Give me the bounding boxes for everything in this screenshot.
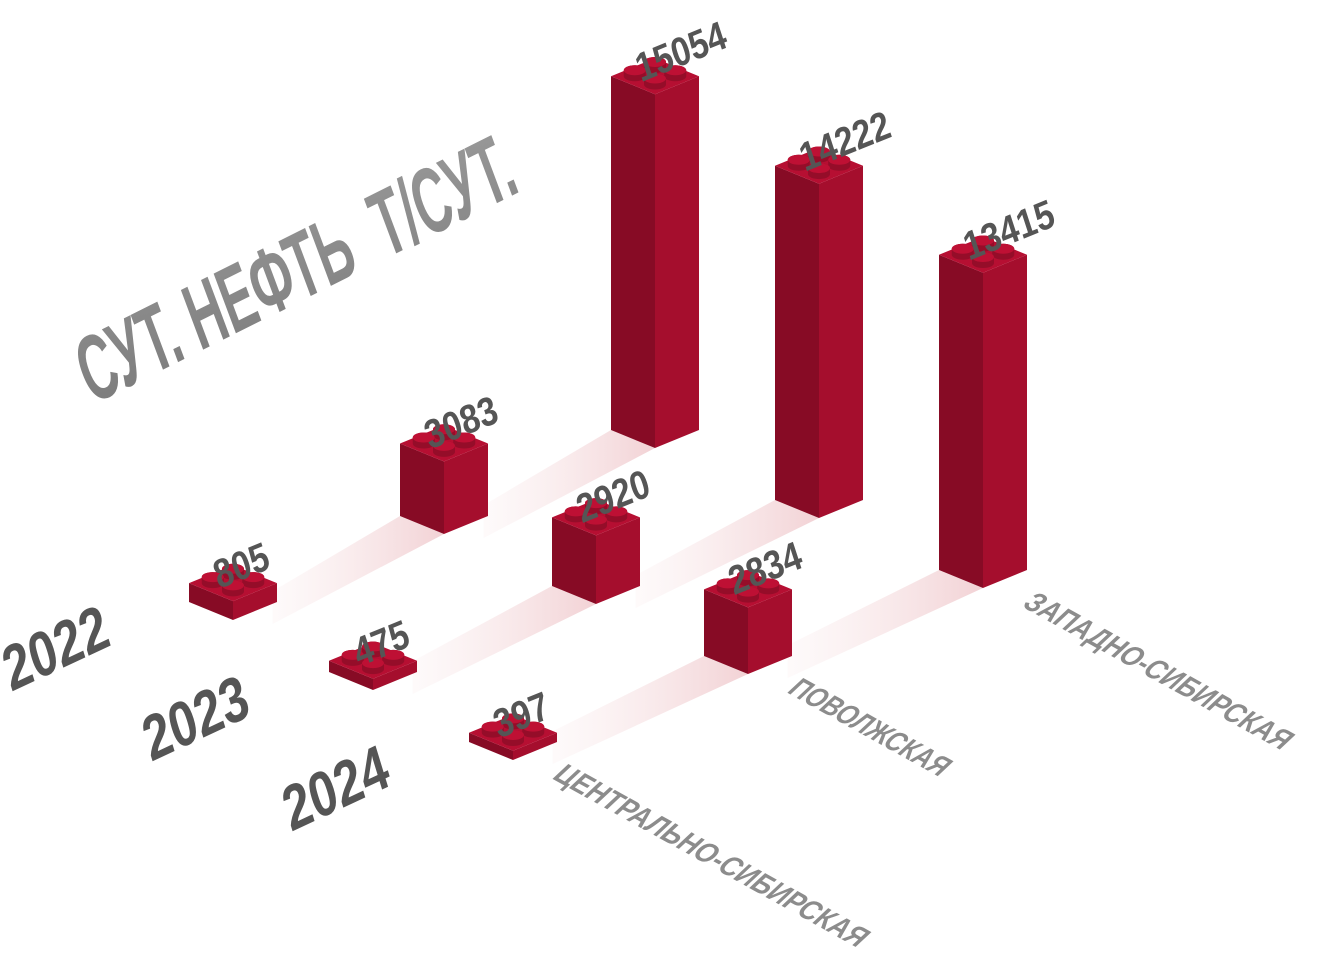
category-label: ЗАПАДНО-СИБИРСКАЯ	[1016, 586, 1302, 755]
year-label: 2023	[135, 662, 257, 776]
brick-stud-top	[564, 506, 587, 517]
glow-strip	[635, 500, 819, 608]
brick-stud-top	[341, 649, 364, 660]
brick-stud-top	[972, 252, 994, 263]
brick-right-face	[983, 254, 1027, 588]
brick-stud-top	[828, 154, 851, 165]
brick-stud-top	[502, 713, 524, 724]
brick-stud-top	[453, 432, 476, 443]
brick-stud-top	[972, 235, 994, 246]
brick-stud-top	[757, 578, 780, 589]
brick: 2834	[704, 533, 808, 674]
brick-stud-top	[737, 570, 759, 581]
brick-stud-top	[808, 163, 830, 174]
brick: 14222	[775, 103, 896, 519]
brick-stud-top	[585, 498, 607, 509]
brick-stud-top	[481, 721, 504, 732]
brick-left-face	[469, 732, 513, 760]
brick-stud-top	[382, 649, 405, 660]
brick: 3083	[400, 388, 503, 534]
brick-left-face	[939, 254, 983, 588]
glow-strip	[552, 656, 748, 764]
brick-stud-top	[585, 514, 607, 525]
brick-left-face	[329, 660, 373, 690]
brick-left-face	[189, 583, 233, 620]
brick-left-face	[704, 589, 748, 674]
glow-strip	[412, 586, 596, 694]
brick-stud-top	[664, 65, 687, 76]
brick-stud-top	[808, 146, 830, 157]
brick-stud-top	[362, 658, 384, 669]
brick-right-face	[233, 583, 277, 620]
shadow-layer	[272, 430, 983, 764]
brick-stud-top	[222, 580, 244, 591]
brick-stud-top	[242, 572, 265, 583]
brick-stud-top	[222, 563, 244, 574]
brick-right-face	[748, 589, 792, 674]
brick: 13415	[939, 192, 1060, 588]
glow-strip	[272, 516, 444, 624]
brick-stud-top	[433, 440, 455, 451]
brick-left-face	[775, 165, 819, 519]
year-label: 2022	[0, 592, 117, 706]
brick-stud-top	[623, 65, 646, 76]
glow-strip	[787, 570, 983, 678]
brick-right-face	[373, 660, 417, 690]
category-label: ПОВОЛЖСКАЯ	[781, 672, 960, 781]
brick-right-face	[655, 76, 699, 448]
brick-stud-top	[605, 506, 628, 517]
brick-stud-top	[201, 572, 224, 583]
brick-right-face	[819, 165, 863, 519]
brick-stud-top	[716, 578, 739, 589]
brick: 475	[329, 612, 417, 690]
brick: 2920	[552, 462, 655, 604]
brick-right-face	[596, 517, 640, 604]
brick-stud-top	[412, 432, 435, 443]
brick-left-face	[400, 443, 444, 534]
brick-stud-top	[644, 73, 666, 84]
brick-stud-top	[522, 721, 545, 732]
brick-stud-top	[433, 424, 455, 435]
brick: 397	[469, 684, 557, 760]
brick-stud-top	[644, 56, 666, 67]
brick-stud-top	[737, 586, 759, 597]
brick-stud-top	[951, 243, 974, 254]
brick: 805	[189, 534, 277, 620]
brick-left-face	[611, 76, 655, 448]
brick-layer: 15054 14222 3083 13415 2920 805 2834 475 397	[189, 13, 1060, 760]
brick-stud-top	[362, 641, 384, 652]
brick-stud-top	[787, 154, 810, 165]
brick: 15054	[611, 13, 732, 448]
brick-left-face	[552, 517, 596, 604]
brick-stud-top	[502, 729, 524, 740]
glow-strip	[483, 430, 655, 538]
brick-stud-top	[992, 243, 1015, 254]
year-label: 2024	[275, 732, 397, 846]
category-label: ЦЕНТРАЛЬНО-СИБИРСКАЯ	[546, 758, 878, 952]
brick-right-face	[444, 443, 488, 534]
chart-title: СУТ. НЕФТЬ Т/СУТ.	[63, 112, 529, 424]
brick-right-face	[513, 732, 557, 760]
